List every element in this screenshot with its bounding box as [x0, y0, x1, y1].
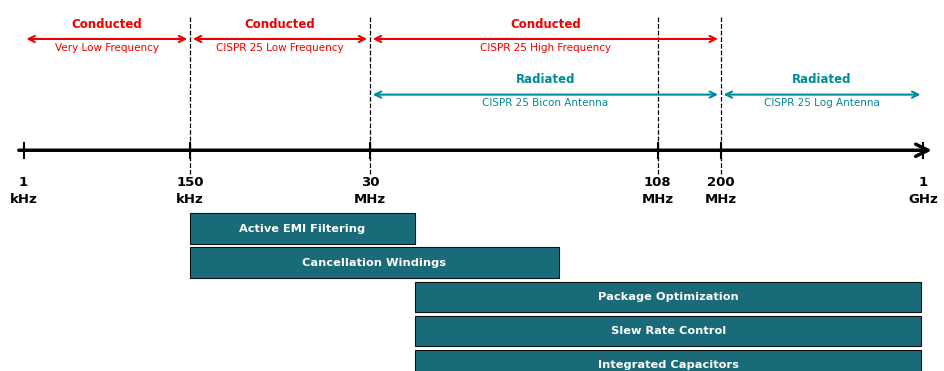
- Text: Conducted: Conducted: [244, 18, 315, 31]
- Text: 200: 200: [707, 176, 734, 189]
- Text: Conducted: Conducted: [72, 18, 143, 31]
- Text: CISPR 25 Bicon Antenna: CISPR 25 Bicon Antenna: [482, 98, 609, 108]
- Text: GHz: GHz: [908, 193, 938, 206]
- Text: 30: 30: [361, 176, 379, 189]
- Text: 1: 1: [19, 176, 28, 189]
- Bar: [415, 282, 921, 312]
- Text: kHz: kHz: [9, 193, 38, 206]
- Text: kHz: kHz: [177, 193, 204, 206]
- Text: CISPR 25 Log Antenna: CISPR 25 Log Antenna: [764, 98, 880, 108]
- Text: Conducted: Conducted: [510, 18, 581, 31]
- Bar: [190, 247, 559, 278]
- Bar: [415, 350, 921, 371]
- Bar: [415, 316, 921, 346]
- Text: Radiated: Radiated: [515, 73, 575, 86]
- Text: MHz: MHz: [642, 193, 674, 206]
- Bar: [190, 213, 415, 244]
- Text: Cancellation Windings: Cancellation Windings: [302, 258, 447, 267]
- Text: Radiated: Radiated: [792, 73, 851, 86]
- Text: Very Low Frequency: Very Low Frequency: [55, 43, 159, 53]
- Text: 150: 150: [177, 176, 204, 189]
- Text: CISPR 25 High Frequency: CISPR 25 High Frequency: [480, 43, 611, 53]
- Text: 1: 1: [919, 176, 928, 189]
- Text: MHz: MHz: [354, 193, 386, 206]
- Text: 108: 108: [644, 176, 671, 189]
- Text: Integrated Capacitors: Integrated Capacitors: [598, 360, 738, 370]
- Text: Slew Rate Control: Slew Rate Control: [611, 326, 726, 336]
- Text: Package Optimization: Package Optimization: [598, 292, 738, 302]
- Text: Active EMI Filtering: Active EMI Filtering: [240, 224, 365, 233]
- Text: MHz: MHz: [705, 193, 737, 206]
- Text: CISPR 25 Low Frequency: CISPR 25 Low Frequency: [216, 43, 344, 53]
